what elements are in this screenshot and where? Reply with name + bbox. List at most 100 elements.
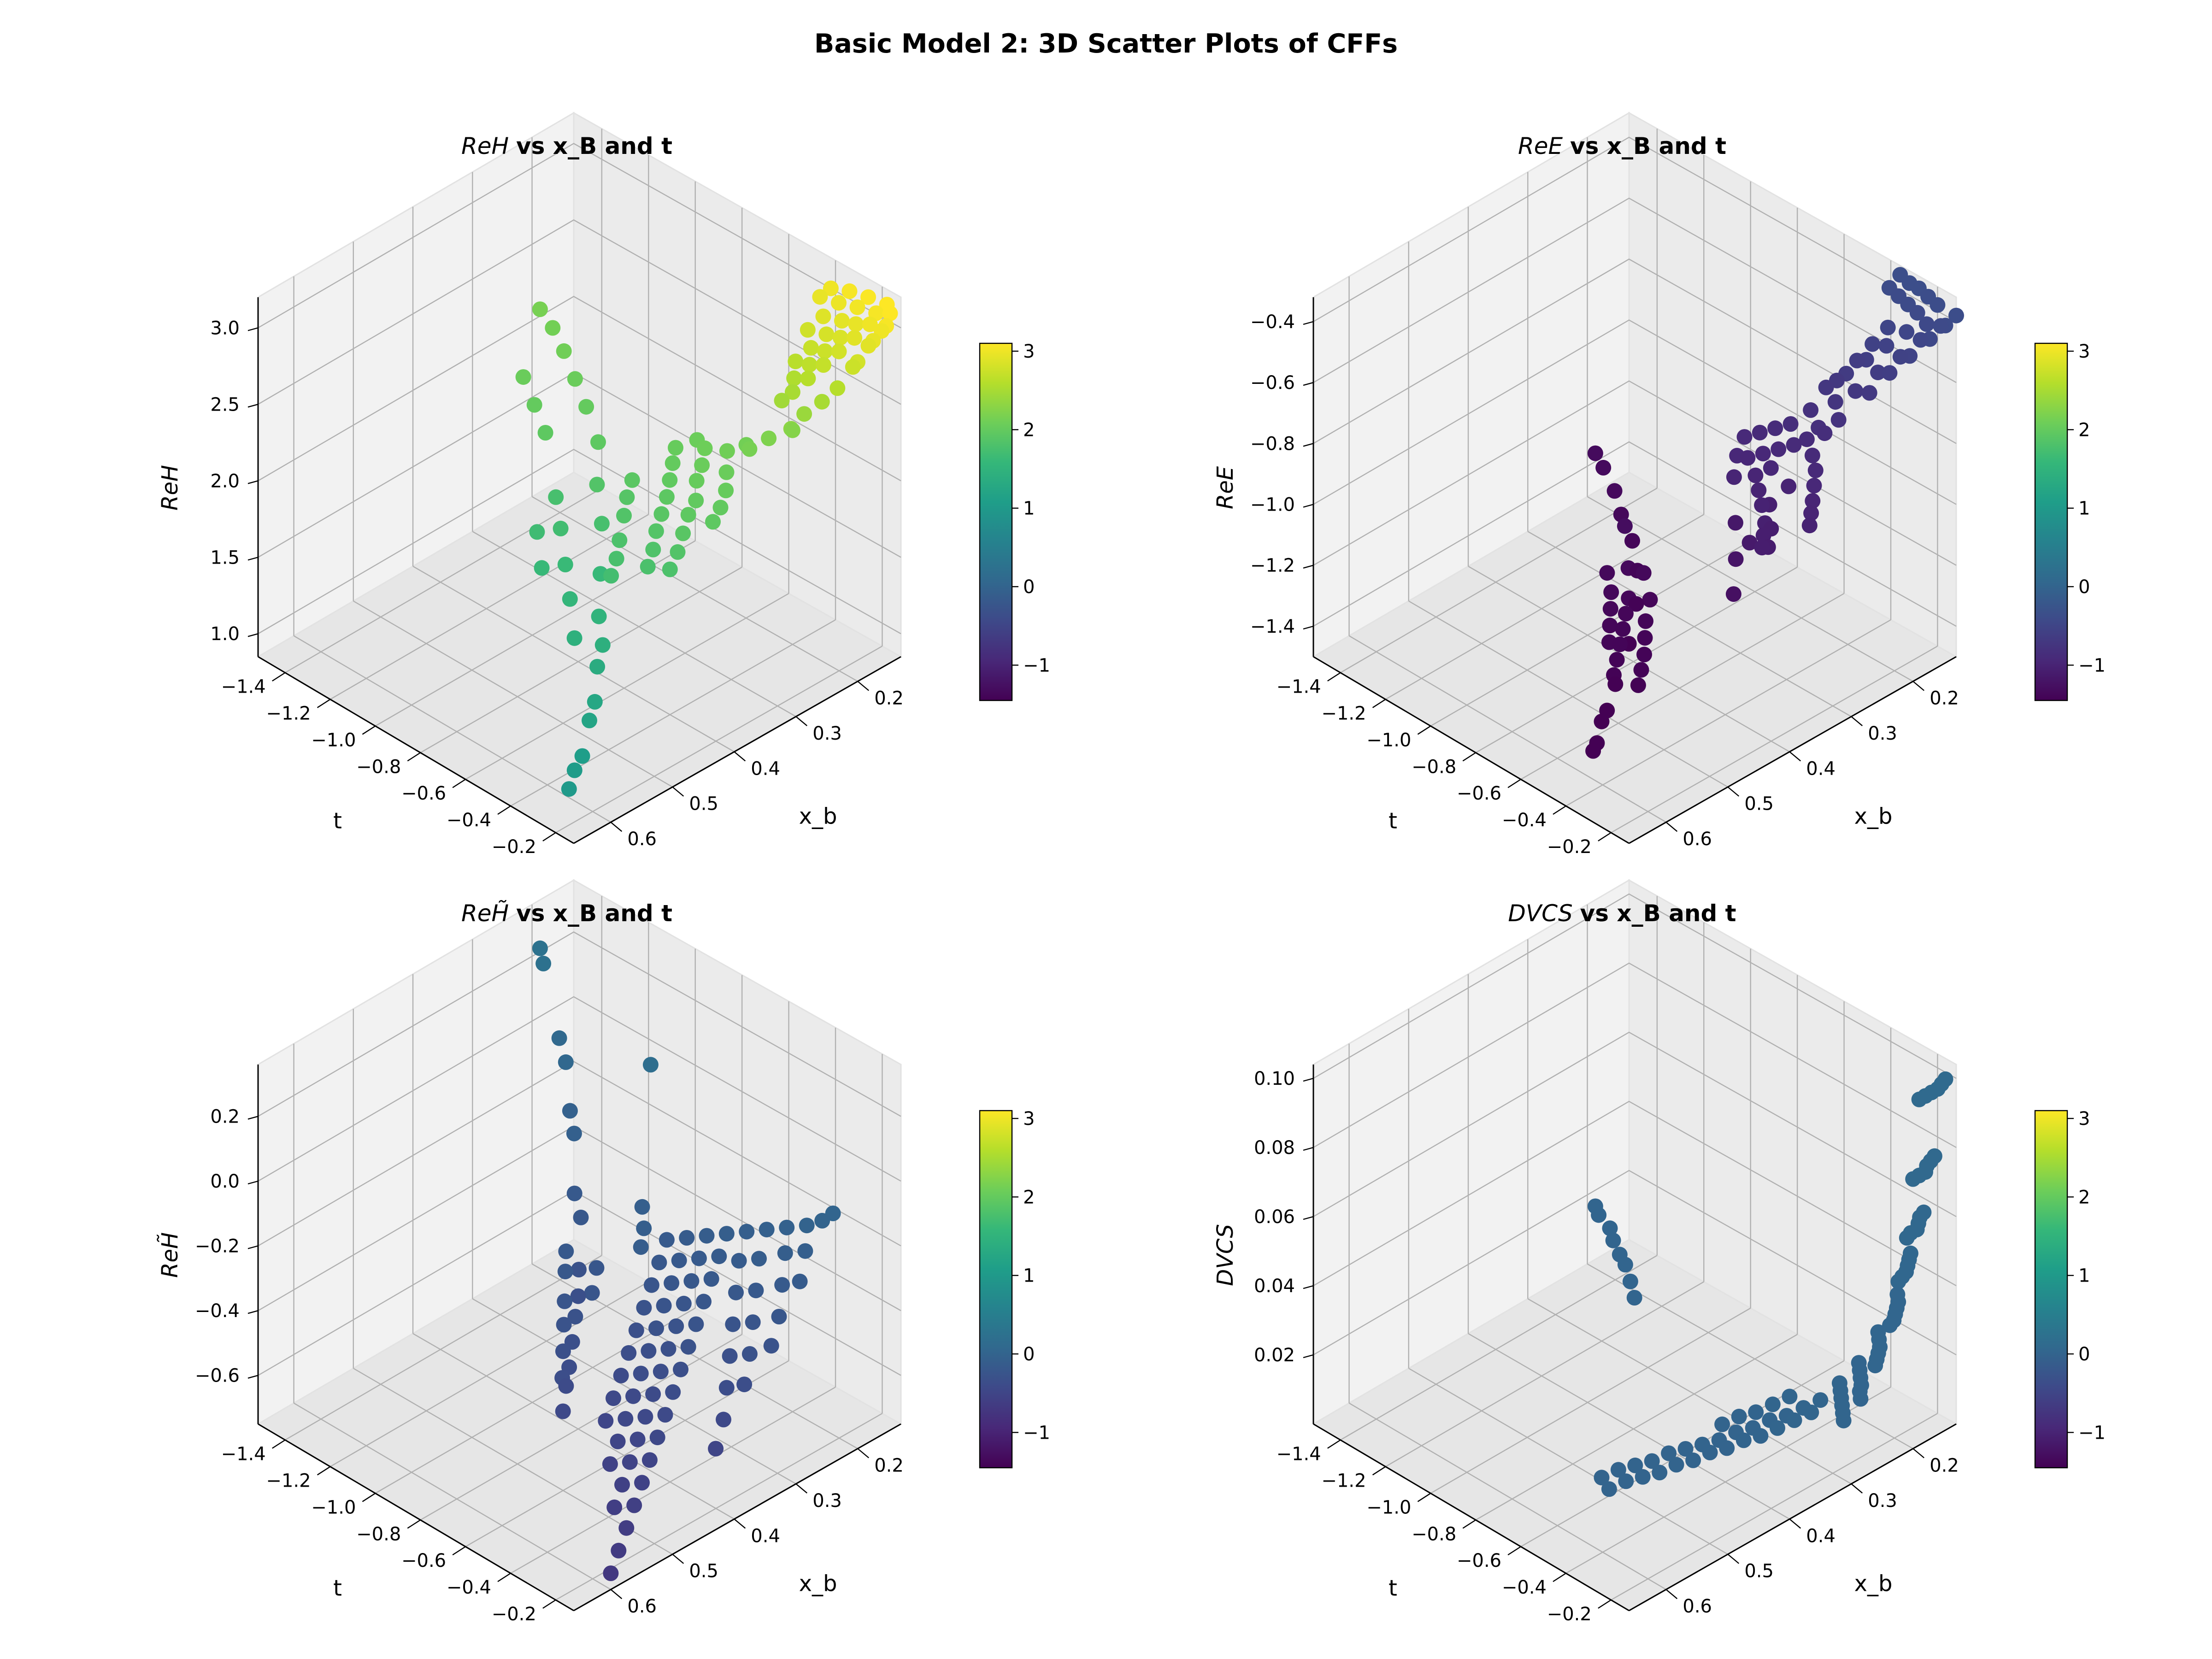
subplot-title: ReH vs x_B and t bbox=[461, 133, 672, 159]
data-point bbox=[557, 557, 573, 572]
t-tick-mark bbox=[362, 1493, 376, 1502]
data-point bbox=[594, 516, 610, 532]
subplot-title: DVCS vs x_B and t bbox=[1508, 900, 1736, 927]
data-point bbox=[1609, 652, 1625, 668]
data-point bbox=[688, 493, 704, 509]
x-tick-label: 0.3 bbox=[1868, 723, 1897, 744]
z-gridline bbox=[1313, 441, 1957, 627]
t-tick-label: −1.4 bbox=[221, 1444, 266, 1465]
data-point bbox=[731, 1253, 747, 1269]
data-point bbox=[574, 748, 590, 764]
z-gridline bbox=[258, 448, 901, 635]
z-tick-mark bbox=[247, 633, 259, 637]
data-point bbox=[642, 1057, 659, 1073]
data-point bbox=[515, 369, 531, 385]
data-point bbox=[763, 1338, 779, 1354]
data-point bbox=[1633, 662, 1649, 678]
data-point bbox=[1602, 1220, 1618, 1236]
data-point bbox=[761, 430, 777, 447]
data-point bbox=[656, 1298, 672, 1314]
data-point bbox=[817, 343, 833, 359]
data-point bbox=[1799, 431, 1815, 447]
z-tick-label: −1.4 bbox=[1250, 616, 1295, 637]
data-point bbox=[1617, 1257, 1633, 1273]
data-point bbox=[534, 560, 550, 576]
z-gridline bbox=[1313, 1170, 1957, 1356]
x-axis-line bbox=[573, 1423, 901, 1612]
x-tick-label: 0.3 bbox=[812, 723, 842, 744]
data-point bbox=[562, 1103, 578, 1119]
data-point bbox=[1812, 1392, 1829, 1408]
data-point bbox=[649, 1430, 665, 1446]
x-tick-mark bbox=[610, 1589, 623, 1600]
z-tick-label: −1.2 bbox=[1250, 555, 1295, 577]
subplot-title-quantity: ReH bbox=[461, 133, 516, 159]
x-tick-mark bbox=[1789, 1518, 1801, 1529]
data-point bbox=[1882, 365, 1898, 381]
data-point bbox=[657, 1407, 673, 1423]
t-axis-line bbox=[1313, 656, 1630, 844]
colorbar-tick-label: 0 bbox=[2078, 1344, 2090, 1365]
x-tick-label: 0.2 bbox=[1930, 1455, 1959, 1476]
data-point bbox=[1736, 429, 1753, 445]
x-gridline-floor bbox=[353, 600, 673, 788]
x-tick-label: 0.5 bbox=[1744, 794, 1774, 815]
data-point bbox=[608, 551, 624, 567]
x-gridline-floor bbox=[353, 1368, 673, 1555]
data-point bbox=[1882, 1317, 1898, 1333]
data-point bbox=[570, 1288, 586, 1304]
x-axis-line bbox=[573, 656, 901, 844]
data-point bbox=[1714, 1416, 1730, 1432]
data-point bbox=[535, 955, 552, 971]
data-point bbox=[589, 477, 605, 493]
data-point bbox=[587, 694, 603, 710]
t-tick-mark bbox=[1553, 805, 1566, 815]
z-tick-label: 2.0 bbox=[210, 471, 240, 492]
data-point bbox=[814, 394, 830, 410]
data-point bbox=[624, 472, 640, 488]
data-point bbox=[1618, 606, 1634, 622]
data-point bbox=[1767, 420, 1783, 436]
data-point bbox=[668, 440, 683, 456]
data-point bbox=[803, 340, 819, 356]
colorbar bbox=[2034, 342, 2068, 701]
data-point bbox=[815, 308, 831, 324]
data-point bbox=[634, 1199, 650, 1215]
z-tick-label: −0.8 bbox=[1250, 433, 1295, 454]
data-point bbox=[799, 1218, 815, 1234]
t-tick-label: −1.0 bbox=[311, 1497, 356, 1518]
z-gridline bbox=[258, 996, 901, 1182]
data-point bbox=[862, 316, 878, 332]
data-point bbox=[818, 326, 835, 342]
z-tick-mark bbox=[1303, 1077, 1314, 1082]
data-point bbox=[1899, 1230, 1915, 1246]
x-tick-label: 0.6 bbox=[627, 829, 657, 850]
subplot-title-tail: vs x_B and t bbox=[1570, 133, 1726, 159]
data-point bbox=[641, 1343, 657, 1359]
data-point bbox=[1752, 424, 1768, 441]
data-point bbox=[699, 1228, 715, 1244]
z-gridline bbox=[1313, 197, 1957, 383]
data-point bbox=[1930, 297, 1946, 313]
t-tick-label: −1.2 bbox=[266, 1471, 311, 1492]
data-point bbox=[1652, 1465, 1668, 1481]
x-tick-mark bbox=[1912, 681, 1924, 691]
data-point bbox=[848, 316, 864, 332]
data-point bbox=[1637, 630, 1653, 646]
data-point bbox=[670, 544, 686, 560]
data-point bbox=[566, 630, 582, 646]
data-point bbox=[800, 322, 816, 338]
t-gridline-floor bbox=[510, 619, 836, 807]
t-gridline-floor bbox=[1565, 619, 1891, 807]
t-tick-label: −1.2 bbox=[1321, 1471, 1366, 1492]
x-gridline-floor bbox=[1468, 565, 1790, 753]
data-point bbox=[1892, 349, 1908, 365]
data-point bbox=[1747, 467, 1764, 483]
z-tick-label: 0.02 bbox=[1254, 1345, 1295, 1366]
t-gridline-floor bbox=[420, 566, 742, 753]
data-point bbox=[725, 1316, 741, 1332]
colorbar-tick-label: −1 bbox=[2078, 655, 2106, 676]
data-point bbox=[1781, 478, 1797, 494]
data-point bbox=[679, 1230, 695, 1246]
